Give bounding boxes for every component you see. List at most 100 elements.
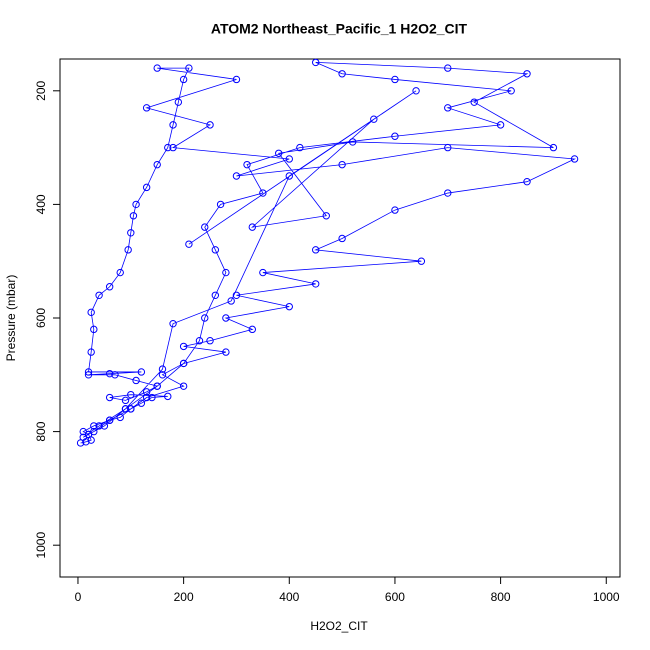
point xyxy=(111,371,119,379)
point xyxy=(116,413,124,422)
point xyxy=(227,297,235,305)
point xyxy=(153,64,161,72)
point xyxy=(169,143,177,152)
point xyxy=(201,314,209,322)
point xyxy=(174,98,183,106)
point xyxy=(285,155,293,163)
point xyxy=(132,376,140,385)
point xyxy=(201,223,209,231)
x-axis-label: H2O2_CIT xyxy=(310,619,368,633)
point xyxy=(248,223,257,231)
point xyxy=(132,200,140,209)
y-tick-label: 600 xyxy=(34,308,48,328)
x-tick-label: 200 xyxy=(174,590,194,604)
point xyxy=(121,405,130,413)
point xyxy=(232,291,241,299)
x-tick-label: 800 xyxy=(491,590,511,604)
point xyxy=(570,155,579,163)
point xyxy=(285,172,293,180)
point xyxy=(179,382,188,390)
point xyxy=(164,143,172,152)
point xyxy=(470,98,478,106)
point xyxy=(311,58,320,67)
y-tick-label: 1000 xyxy=(34,532,48,559)
point xyxy=(507,87,515,95)
y-tick-label: 400 xyxy=(34,194,48,214)
point xyxy=(169,121,177,129)
point xyxy=(549,143,558,152)
point xyxy=(444,143,452,152)
point xyxy=(322,212,330,220)
point xyxy=(105,283,114,291)
point xyxy=(206,121,214,129)
point xyxy=(158,365,167,373)
point xyxy=(127,390,135,399)
point xyxy=(523,177,531,186)
point xyxy=(87,348,95,356)
point xyxy=(391,206,399,214)
point xyxy=(311,280,320,288)
point xyxy=(206,337,214,345)
point xyxy=(148,393,156,402)
point xyxy=(169,319,177,328)
point xyxy=(248,325,257,334)
point xyxy=(417,257,426,265)
point xyxy=(153,160,161,169)
point xyxy=(87,308,95,317)
point xyxy=(496,121,505,129)
point xyxy=(129,212,138,220)
point xyxy=(90,422,98,430)
point xyxy=(127,229,135,237)
point xyxy=(95,291,103,299)
point xyxy=(137,399,146,407)
point xyxy=(124,246,132,254)
point xyxy=(311,246,320,254)
plot-frame xyxy=(59,58,621,578)
point xyxy=(185,240,193,248)
y-axis-label: Pressure (mbar) xyxy=(4,275,18,362)
x-tick-label: 600 xyxy=(385,590,405,604)
point xyxy=(127,405,135,413)
point xyxy=(137,368,146,376)
point xyxy=(142,388,151,396)
point xyxy=(216,200,225,209)
y-tick-label: 800 xyxy=(34,421,48,441)
y-tick-label: 200 xyxy=(34,80,48,100)
point xyxy=(348,138,357,146)
point xyxy=(211,291,220,299)
point xyxy=(105,369,114,378)
point xyxy=(195,337,204,345)
point xyxy=(444,104,452,112)
point xyxy=(142,393,151,402)
point xyxy=(259,268,267,277)
chart-title: ATOM2 Northeast_Pacific_1 H2O2_CIT xyxy=(211,21,468,37)
point xyxy=(179,342,188,351)
point xyxy=(100,422,109,430)
series-line xyxy=(80,62,577,444)
point xyxy=(338,160,346,169)
x-tick-label: 0 xyxy=(75,590,82,604)
point xyxy=(211,246,220,254)
point xyxy=(84,371,93,379)
point xyxy=(523,70,531,78)
point xyxy=(179,75,188,84)
point xyxy=(158,371,167,379)
point xyxy=(444,64,452,72)
point xyxy=(84,368,93,376)
x-tick-label: 400 xyxy=(279,590,299,604)
point xyxy=(338,234,346,243)
point xyxy=(142,104,151,112)
point xyxy=(285,302,293,311)
point xyxy=(84,430,93,439)
point xyxy=(164,392,172,401)
point xyxy=(105,416,114,424)
point xyxy=(222,314,230,322)
point xyxy=(412,87,420,95)
x-tick-label: 1000 xyxy=(593,590,620,604)
point xyxy=(142,183,151,192)
point xyxy=(296,143,304,152)
point xyxy=(370,115,378,123)
point xyxy=(95,422,103,430)
point xyxy=(444,189,452,197)
